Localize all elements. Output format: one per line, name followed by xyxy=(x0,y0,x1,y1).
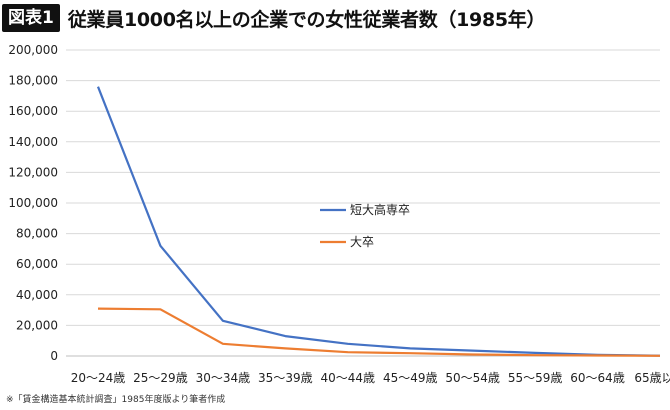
x-tick-label: 20〜24歳 xyxy=(71,371,126,385)
y-tick-label: 40,000 xyxy=(16,288,58,302)
y-tick-label: 200,000 xyxy=(8,43,58,57)
chart-title: 従業員1000名以上の企業での女性従業者数（1985年） xyxy=(67,8,546,31)
x-tick-label: 50〜54歳 xyxy=(445,371,500,385)
title-row: 図表1 従業員1000名以上の企業での女性従業者数（1985年） xyxy=(2,3,546,33)
x-tick-label: 55〜59歳 xyxy=(508,371,563,385)
legend-label: 大卒 xyxy=(350,235,374,249)
y-tick-label: 80,000 xyxy=(16,227,58,241)
y-tick-label: 180,000 xyxy=(8,74,58,88)
x-tick-label: 45〜49歳 xyxy=(383,371,438,385)
y-tick-label: 120,000 xyxy=(8,165,58,179)
x-tick-label: 40〜44歳 xyxy=(321,371,376,385)
x-tick-label: 30〜34歳 xyxy=(196,371,251,385)
y-tick-label: 100,000 xyxy=(8,196,58,210)
x-tick-label: 65歳以上 xyxy=(634,371,670,385)
y-tick-label: 0 xyxy=(50,349,58,363)
legend-label: 短大高専卒 xyxy=(350,202,410,217)
y-tick-label: 20,000 xyxy=(16,318,58,332)
y-tick-label: 60,000 xyxy=(16,257,58,271)
x-tick-label: 35〜39歳 xyxy=(258,371,313,385)
figure-badge: 図表1 xyxy=(2,4,60,32)
y-tick-label: 160,000 xyxy=(8,104,58,118)
line-chart: 0 20,000 40,000 60,000 80,000 100,000 120,000 1… xyxy=(8,43,670,385)
source-footnote: ※「賃金構造基本統計調査」1985年度版より筆者作成 xyxy=(6,395,226,405)
x-tick-label: 25〜29歳 xyxy=(133,371,188,385)
x-tick-label: 60〜64歳 xyxy=(570,371,625,385)
y-tick-label: 140,000 xyxy=(8,135,58,149)
series-line-2 xyxy=(97,307,661,357)
series-line-1 xyxy=(96,86,661,357)
